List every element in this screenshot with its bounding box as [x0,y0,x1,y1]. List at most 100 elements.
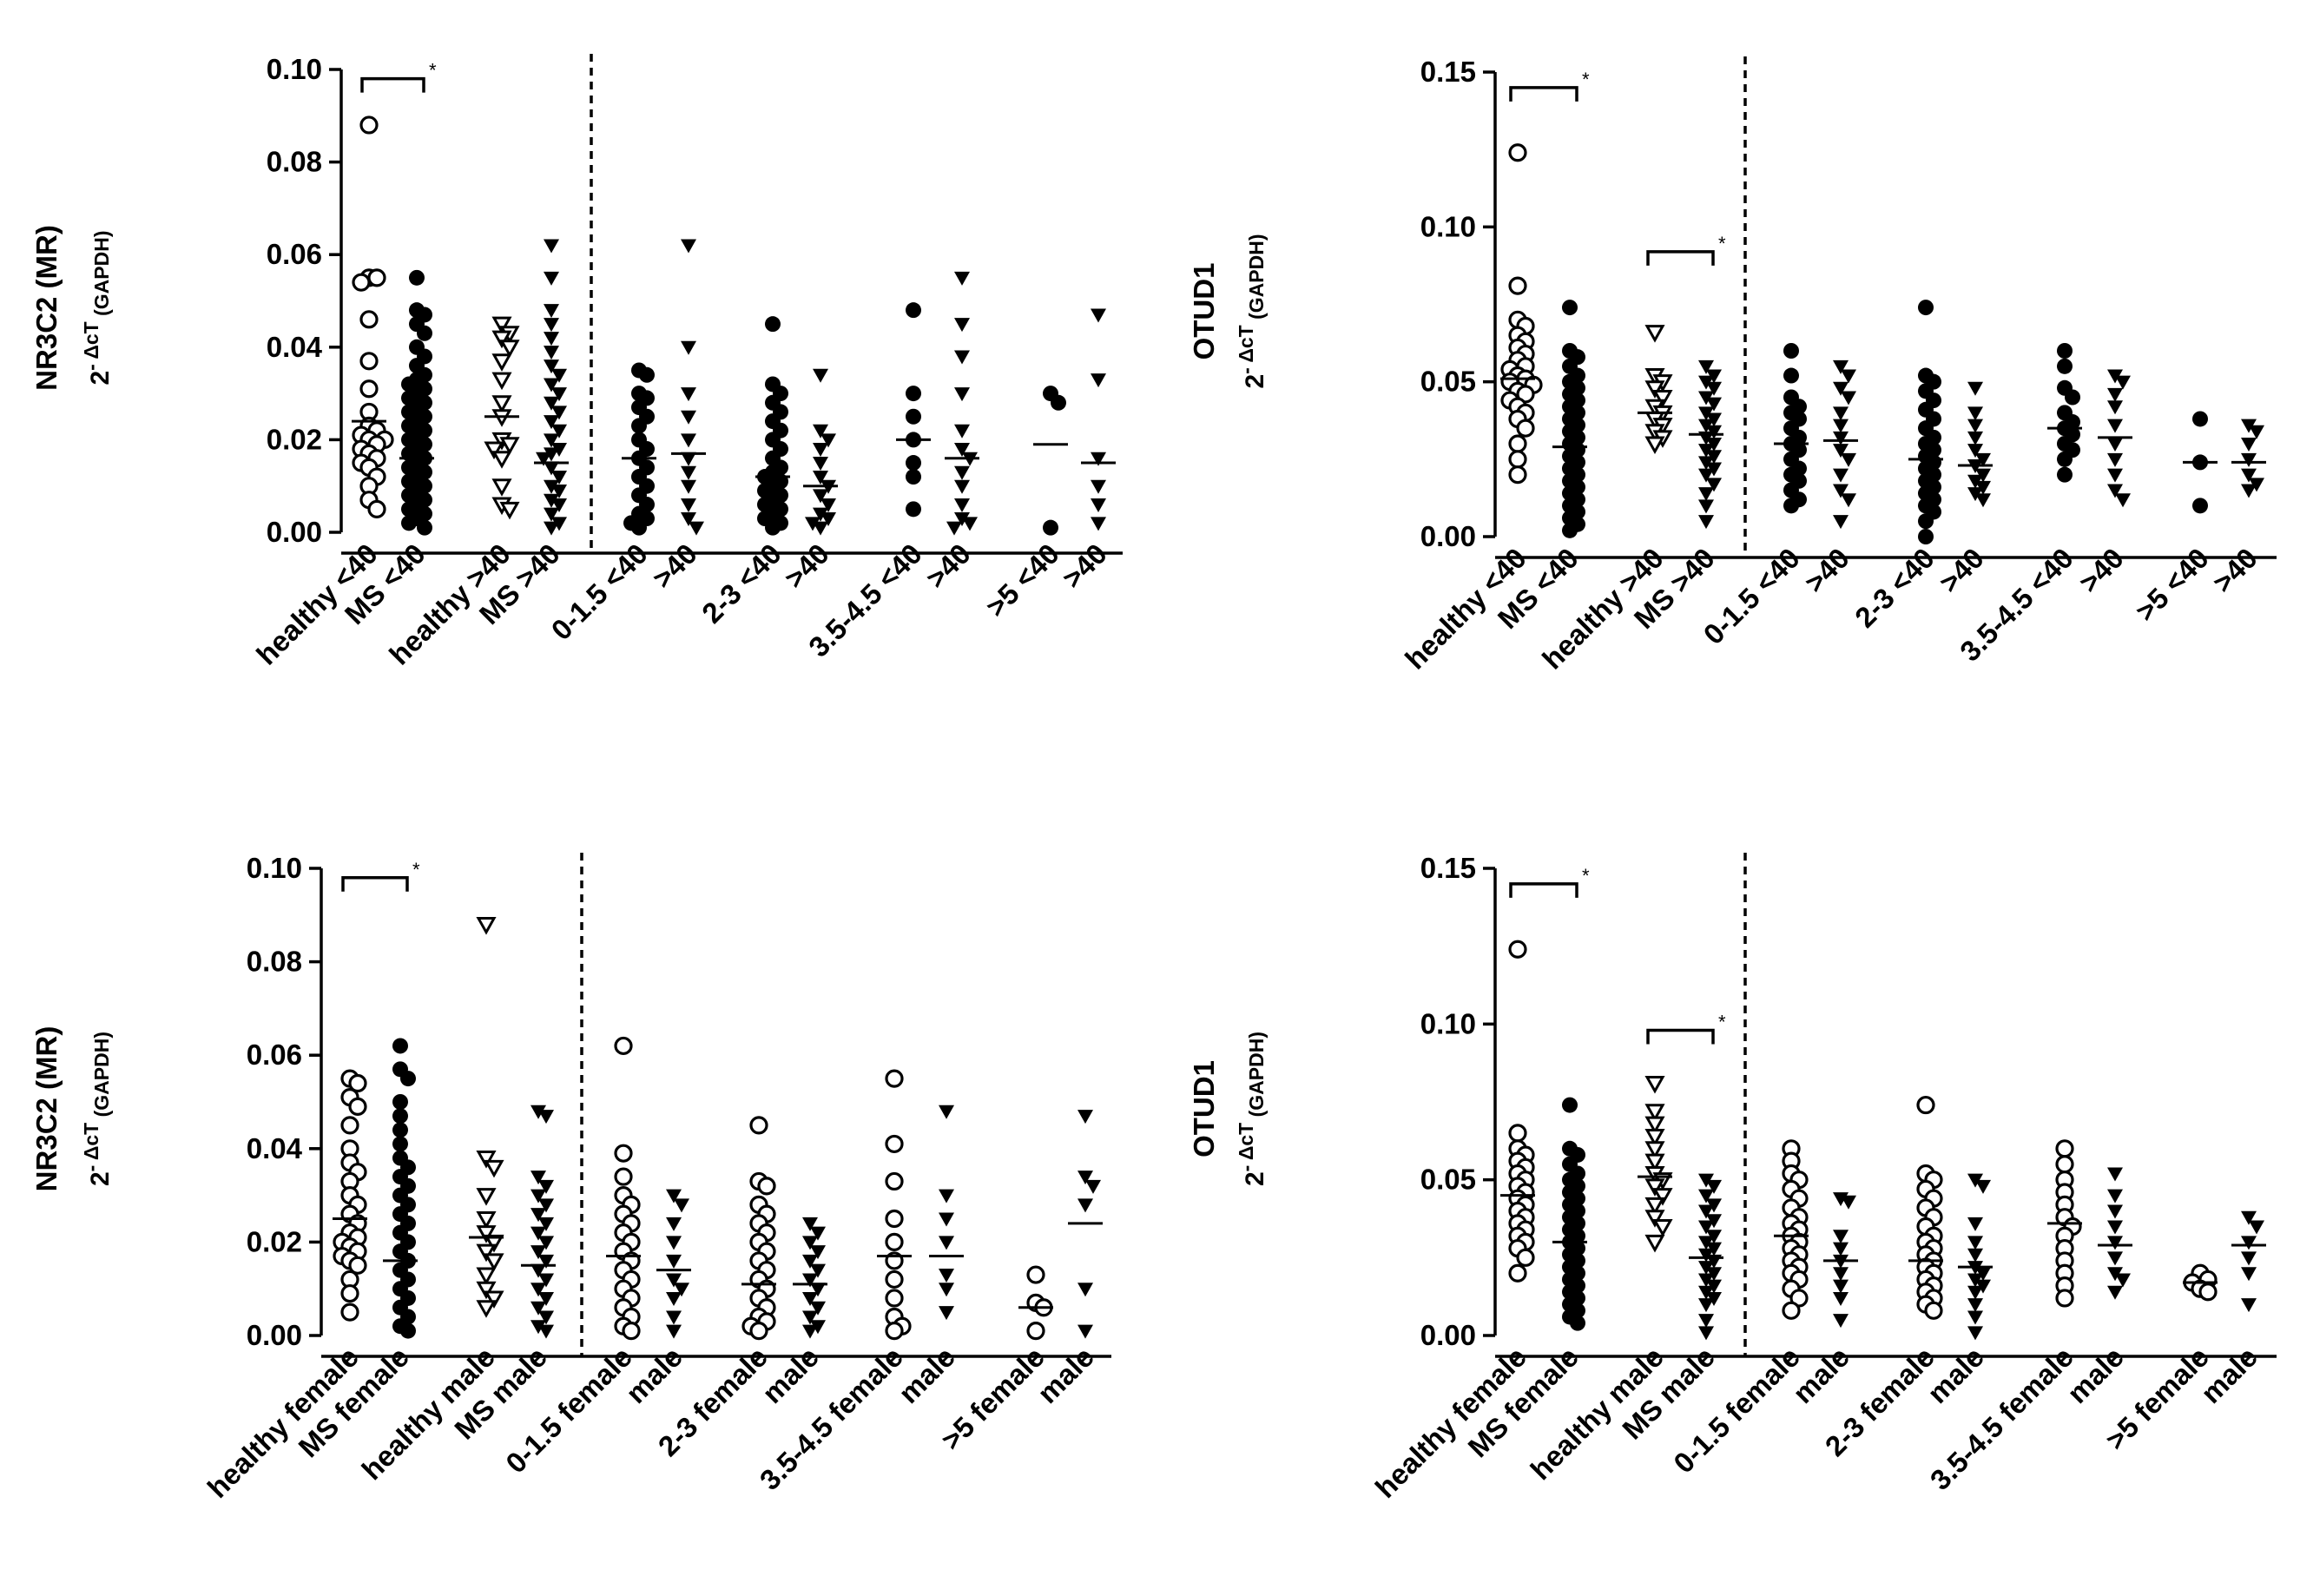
data-point [1091,517,1106,531]
data-point [962,517,978,531]
data-point [400,1322,416,1339]
data-point [614,1036,633,1056]
data-point [544,507,559,522]
data-point [484,1234,504,1253]
data-point [491,451,512,469]
data-point [1091,308,1106,323]
y-tick-label: 0.06 [247,1039,302,1071]
x-category-label: >40 [2073,542,2130,599]
data-point [484,1253,504,1271]
data-point [939,1269,954,1283]
data-point [1644,1116,1665,1135]
y-axis-sublabel: 2- ΔcT (GAPDH) [1235,234,1269,388]
data-point [666,1310,682,1325]
data-point [491,478,512,497]
data-point [551,471,567,485]
data-point [820,433,836,448]
data-point [531,1189,546,1204]
data-point [544,359,559,374]
data-point [1918,529,1934,544]
data-point [538,1273,554,1288]
x-category-label: male [2061,1341,2130,1409]
data-point [802,1217,818,1231]
data-point [1078,1110,1093,1124]
group-12: >40 [1056,308,1116,595]
data-point [1706,381,1722,396]
y-tick-label: 0.10 [267,53,322,85]
data-point [1562,1097,1578,1113]
data-point [765,316,781,333]
data-point [2107,1167,2123,1182]
significance-star: * [429,60,437,82]
data-point [1706,462,1722,477]
data-point [538,1236,554,1250]
data-point [2107,369,2123,384]
data-point [2249,425,2264,439]
data-point [802,1236,818,1250]
data-point [1644,1153,1665,1172]
data-point [538,1110,554,1124]
data-point [1706,1214,1722,1229]
data-point [1091,498,1106,513]
group-4: MS >40 [1628,359,1723,635]
data-point [2241,452,2257,467]
data-point [1508,276,1527,295]
data-point [810,1245,826,1260]
data-point [1644,1104,1665,1122]
data-point [1043,519,1058,536]
x-category-label: 2-3 <40 [695,537,788,630]
data-point [531,1226,546,1241]
data-point [674,1198,689,1213]
y-tick-label: 0.06 [267,238,322,270]
x-category-label: male [620,1341,689,1409]
data-point [1698,419,1714,433]
data-point [392,1122,408,1138]
significance-bracket [341,876,409,892]
data-point [666,1291,682,1306]
significance-bracket [1646,250,1715,266]
data-point [2107,484,2123,498]
y-tick-label: 0.08 [267,146,322,178]
data-point [1644,1197,1665,1216]
data-point [765,519,781,536]
data-point [544,479,559,494]
data-point [954,465,970,480]
data-point [1026,1322,1045,1341]
data-point [1833,1291,1849,1306]
x-category-label: >40 [778,537,835,595]
data-point [885,1270,904,1289]
data-point [906,469,921,485]
x-category-label: >40 [2206,542,2264,599]
data-point [954,512,970,527]
data-point [476,1225,497,1243]
data-point [1698,515,1714,530]
data-point [544,415,559,430]
data-point [1644,1075,1665,1094]
data-point [531,1301,546,1316]
data-point [392,1108,408,1124]
data-point [551,387,567,402]
data-point [538,1324,554,1339]
data-point [1508,143,1527,162]
x-category-label: >40 [646,537,703,595]
data-point [1698,1189,1714,1204]
data-point [2241,1236,2257,1250]
data-point [1570,1315,1585,1331]
data-point [1698,391,1714,406]
data-point [810,1320,826,1335]
y-axis-label: NR3C2 (MR) [30,225,63,391]
data-point [666,1189,682,1204]
data-point [802,1254,818,1269]
data-point [491,372,512,391]
group-7: 2-3 <40 [1849,300,1943,634]
data-point [813,424,828,439]
data-point [499,437,520,455]
data-point [484,1290,504,1309]
data-point [1924,1301,1943,1320]
data-point [802,1291,818,1306]
data-point [1644,380,1665,399]
data-point [392,1136,408,1152]
group-8: >40 [1933,381,1993,599]
data-point [1967,1310,1983,1325]
